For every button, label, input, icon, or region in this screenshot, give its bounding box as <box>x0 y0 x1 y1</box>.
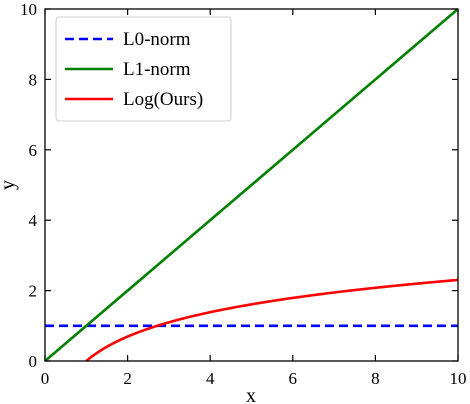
legend-label: Log(Ours) <box>123 89 203 110</box>
x-tick-label: 10 <box>450 369 467 388</box>
y-tick-label: 4 <box>29 211 38 230</box>
series-line-log-ours <box>85 278 459 362</box>
y-tick-label: 2 <box>29 282 38 301</box>
y-axis-label: y <box>0 180 19 190</box>
series-layer <box>44 8 459 362</box>
legend-box <box>55 16 232 122</box>
x-tick-label: 2 <box>123 369 132 388</box>
x-tick-label: 4 <box>206 369 215 388</box>
legend: L0-norm L1-norm Log(Ours) <box>55 16 232 122</box>
y-tick-label: 10 <box>20 0 37 19</box>
y-tick-label: 0 <box>29 352 38 371</box>
legend-label: L1-norm <box>123 59 191 80</box>
y-tick-label: 8 <box>29 70 38 89</box>
x-tick-label: 0 <box>41 369 50 388</box>
y-tick-label: 6 <box>29 141 38 160</box>
x-tick-label: 6 <box>289 369 298 388</box>
tick-labels: 0 2 4 6 8 10 0 2 4 6 8 10 <box>20 0 467 388</box>
legend-label: L0-norm <box>123 29 191 50</box>
x-tick-label: 8 <box>371 369 380 388</box>
series-line-l1-norm <box>44 8 459 362</box>
x-axis-label: x <box>246 385 256 404</box>
plot-frame <box>44 8 459 362</box>
